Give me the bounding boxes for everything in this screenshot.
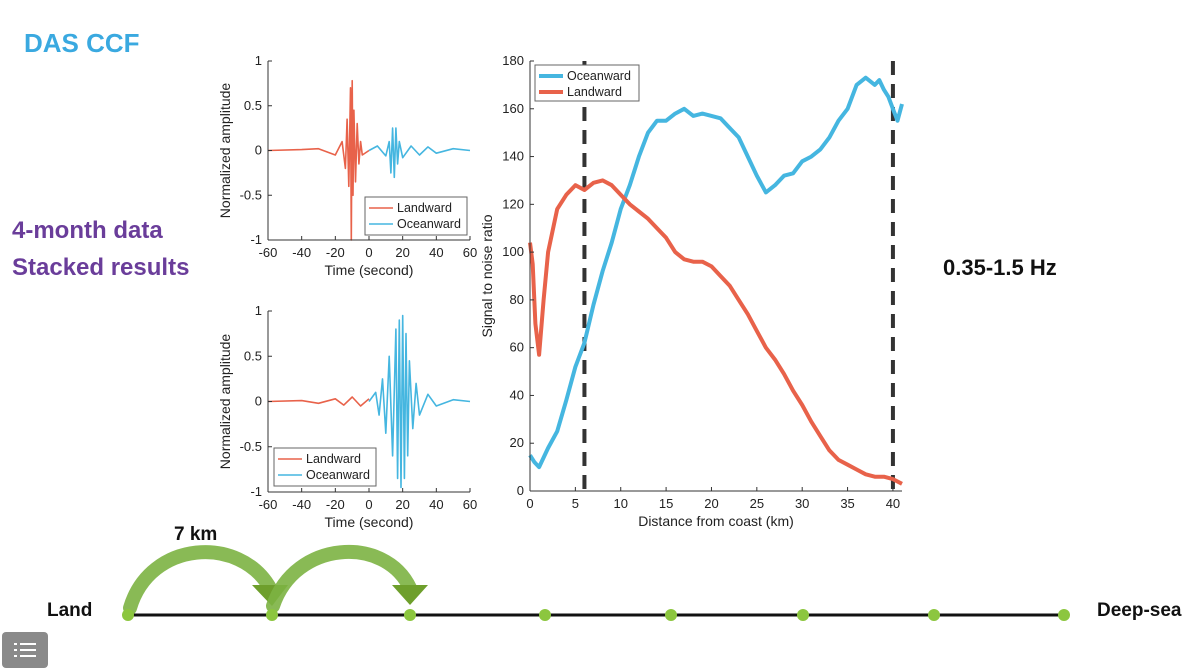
y-tick-label: 0 xyxy=(517,483,524,498)
x-tick-label: -40 xyxy=(292,245,311,260)
x-tick-label: -20 xyxy=(326,245,345,260)
legend-box xyxy=(273,447,377,487)
y-tick-label: 1 xyxy=(255,53,262,68)
x-tick-label: 60 xyxy=(463,497,477,512)
legend-entry-landward: Landward xyxy=(397,201,452,215)
timeline-node xyxy=(404,609,416,621)
series-line-oceanward xyxy=(528,75,904,470)
x-tick-label: 20 xyxy=(395,497,409,512)
timeline-node xyxy=(266,609,278,621)
y-tick-label: 100 xyxy=(502,244,524,259)
timeline-node xyxy=(665,609,677,621)
data-description: 4-month data Stacked results xyxy=(12,212,189,286)
x-tick-label: -40 xyxy=(292,497,311,512)
menu-button[interactable] xyxy=(2,632,48,668)
y-axis-label: Normalized amplitude xyxy=(217,334,233,470)
y-tick-label: 120 xyxy=(502,196,524,211)
data-label-line1: 4-month data xyxy=(12,217,163,244)
deepsea-label: Deep-sea xyxy=(1097,600,1182,621)
x-tick-label: 30 xyxy=(795,496,809,511)
frequency-band-label: 0.35-1.5 Hz xyxy=(943,255,1057,280)
legend-box xyxy=(364,196,468,236)
y-axis-label: Normalized amplitude xyxy=(217,83,233,219)
legend-entry-oceanward: Oceanward xyxy=(397,217,461,231)
arrow-2 xyxy=(266,545,417,613)
y-tick-label: 140 xyxy=(502,149,524,164)
series-line-oceanward xyxy=(368,314,471,489)
x-tick-label: 40 xyxy=(429,245,443,260)
y-tick-label: 1 xyxy=(255,303,262,318)
x-axis-label: Time (second) xyxy=(325,514,414,530)
x-tick-label: 15 xyxy=(659,496,673,511)
legend-entry-landward: Landward xyxy=(306,452,361,466)
data-label-line2: Stacked results xyxy=(12,254,190,281)
y-tick-label: -0.5 xyxy=(240,187,262,202)
y-tick-label: -1 xyxy=(250,484,262,499)
x-tick-label: 10 xyxy=(613,496,627,511)
x-tick-label: 35 xyxy=(840,496,854,511)
x-axis-label: Time (second) xyxy=(325,262,414,278)
y-tick-label: 160 xyxy=(502,101,524,116)
y-tick-label: -1 xyxy=(250,232,262,247)
x-tick-label: 0 xyxy=(526,496,533,511)
y-tick-label: 40 xyxy=(510,387,524,402)
charts-canvas: -60 -40 -20 0 20 40 60 -1 -0.5 0 0.5 1 Time (second)… xyxy=(217,53,904,530)
x-tick-label: -20 xyxy=(326,497,345,512)
timeline-node xyxy=(928,609,940,621)
y-tick-label: 0 xyxy=(255,143,262,158)
x-tick-label: 5 xyxy=(572,496,579,511)
x-tick-label: -60 xyxy=(259,497,278,512)
series-line-landward xyxy=(267,396,370,407)
y-tick-label: -0.5 xyxy=(240,439,262,454)
timeline-node xyxy=(539,609,551,621)
y-tick-label: 0.5 xyxy=(244,348,262,363)
x-tick-label: 20 xyxy=(395,245,409,260)
x-axis-label: Distance from coast (km) xyxy=(638,513,794,529)
timeline-node xyxy=(797,609,809,621)
legend-entry-oceanward: Oceanward xyxy=(567,69,631,83)
timeline-node xyxy=(122,609,134,621)
list-icon xyxy=(14,643,36,657)
arrow-2-head xyxy=(392,585,428,605)
timeline-node xyxy=(1058,609,1070,621)
legend-box xyxy=(534,64,640,102)
y-tick-label: 0 xyxy=(255,394,262,409)
y-axis-label: Signal to noise ratio xyxy=(479,214,495,337)
x-tick-label: 25 xyxy=(750,496,764,511)
x-tick-label: 20 xyxy=(704,496,718,511)
x-tick-label: -60 xyxy=(259,245,278,260)
spacing-label: 7 km xyxy=(174,524,218,545)
arrow-1-head xyxy=(252,585,288,606)
series-line-oceanward xyxy=(368,127,471,179)
legend-entry-landward: Landward xyxy=(567,85,622,99)
x-tick-label: 60 xyxy=(463,245,477,260)
x-tick-label: 0 xyxy=(365,497,372,512)
y-tick-label: 60 xyxy=(510,340,524,355)
legend-entry-oceanward: Oceanward xyxy=(306,468,370,482)
plot-area xyxy=(530,61,902,491)
arrow-1 xyxy=(123,545,277,615)
x-tick-label: 40 xyxy=(429,497,443,512)
y-tick-label: 80 xyxy=(510,292,524,307)
y-tick-label: 0.5 xyxy=(244,98,262,113)
y-tick-label: 180 xyxy=(502,53,524,68)
x-tick-label: 40 xyxy=(886,496,900,511)
x-tick-label: 0 xyxy=(365,245,372,260)
y-tick-label: 20 xyxy=(510,435,524,450)
land-label: Land xyxy=(47,600,93,621)
series-line-landward xyxy=(528,178,903,486)
slide-title: DAS CCF xyxy=(24,28,140,58)
